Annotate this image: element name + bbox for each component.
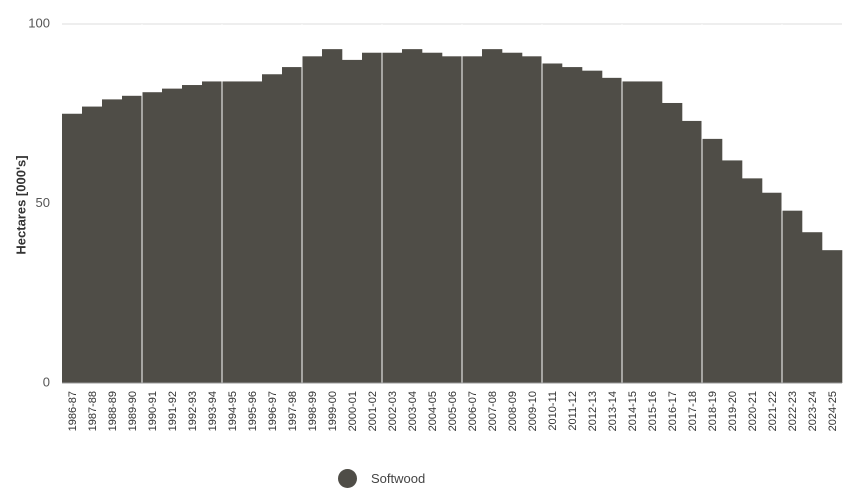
- x-tick-label: 2002-03: [387, 391, 399, 431]
- bar-2012-13[interactable]: [582, 70, 603, 384]
- bar-2022-23[interactable]: [782, 210, 803, 383]
- bar-2021-22[interactable]: [762, 192, 783, 383]
- bar-1986-87[interactable]: [62, 113, 83, 383]
- x-tick-label: 2001-02: [367, 391, 379, 431]
- bar-2023-24[interactable]: [802, 232, 823, 383]
- y-axis-ticks: 0 50 100: [28, 15, 50, 389]
- x-tick-label: 1989-90: [127, 391, 139, 431]
- bar-2010-11[interactable]: [542, 63, 563, 384]
- bar-1998-99[interactable]: [302, 56, 323, 384]
- x-tick-label: 2004-05: [427, 391, 439, 431]
- x-tick-label: 2016-17: [667, 391, 679, 431]
- x-tick-label: 2013-14: [607, 391, 619, 431]
- bar-2013-14[interactable]: [602, 77, 623, 383]
- bar-1993-94[interactable]: [202, 81, 223, 383]
- x-tick-label: 2023-24: [807, 391, 819, 431]
- bar-2015-16[interactable]: [642, 81, 663, 383]
- x-tick-label: 2021-22: [767, 391, 779, 431]
- x-tick-label: 1997-98: [287, 391, 299, 431]
- x-tick-label: 2009-10: [527, 391, 539, 431]
- bar-2019-20[interactable]: [722, 160, 743, 383]
- x-tick-label: 2010-11: [547, 391, 559, 431]
- bar-2020-21[interactable]: [742, 178, 763, 383]
- x-tick-label: 2014-15: [627, 391, 639, 431]
- x-tick-label: 2022-23: [787, 391, 799, 431]
- bar-2017-18[interactable]: [682, 120, 703, 384]
- x-tick-label: 1990-91: [147, 391, 159, 431]
- bar-2009-10[interactable]: [522, 56, 543, 384]
- bar-1999-00[interactable]: [322, 49, 343, 383]
- bar-1991-92[interactable]: [162, 88, 183, 384]
- x-tick-label: 1988-89: [107, 391, 119, 431]
- x-tick-label: 1991-92: [167, 391, 179, 431]
- bar-1997-98[interactable]: [282, 67, 303, 383]
- bar-2000-01[interactable]: [342, 59, 363, 384]
- x-tick-label: 2008-09: [507, 391, 519, 431]
- x-tick-label: 1994-95: [227, 391, 239, 431]
- bar-2014-15[interactable]: [622, 81, 643, 383]
- bar-2016-17[interactable]: [662, 102, 683, 383]
- bar-1996-97[interactable]: [262, 74, 283, 383]
- x-tick-label: 1996-97: [267, 391, 279, 431]
- bar-1987-88[interactable]: [82, 106, 103, 383]
- legend: Softwood: [338, 468, 425, 488]
- x-tick-label: 2017-18: [687, 391, 699, 431]
- x-tick-label: 1995-96: [247, 391, 259, 431]
- bar-2024-25[interactable]: [822, 250, 843, 383]
- x-tick-label: 2006-07: [467, 391, 479, 431]
- x-tick-label: 2012-13: [587, 391, 599, 431]
- x-axis-ticks: 1986-87 1987-88 1988-89 1989-90 1990-91 1991-…: [67, 391, 839, 431]
- x-tick-label: 2024-25: [827, 391, 839, 431]
- bar-1992-93[interactable]: [182, 85, 203, 383]
- bar-2008-09[interactable]: [502, 52, 523, 383]
- x-tick-label: 1992-93: [187, 391, 199, 431]
- bar-2005-06[interactable]: [442, 56, 463, 384]
- x-tick-label: 1987-88: [87, 391, 99, 431]
- x-tick-label: 1986-87: [67, 391, 79, 431]
- bar-1989-90[interactable]: [122, 95, 143, 384]
- bar-1988-89[interactable]: [102, 99, 123, 383]
- bar-1995-96[interactable]: [242, 81, 263, 383]
- y-axis-label: Hectares [000's]: [13, 155, 28, 254]
- y-tick-label: 0: [43, 374, 50, 389]
- x-tick-label: 1998-99: [307, 391, 319, 431]
- bars-group: [62, 24, 843, 384]
- x-tick-label: 2011-12: [567, 391, 579, 431]
- x-tick-label: 2007-08: [487, 391, 499, 431]
- bar-2011-12[interactable]: [562, 67, 583, 383]
- bar-2001-02[interactable]: [362, 52, 383, 383]
- bar-2004-05[interactable]: [422, 52, 443, 383]
- y-tick-label: 50: [36, 195, 50, 210]
- x-tick-label: 2020-21: [747, 391, 759, 431]
- x-tick-label: 2019-20: [727, 391, 739, 431]
- x-tick-label: 2005-06: [447, 391, 459, 431]
- bar-2002-03[interactable]: [382, 52, 403, 383]
- bar-2018-19[interactable]: [702, 138, 723, 383]
- bar-1994-95[interactable]: [222, 81, 243, 383]
- x-tick-label: 2015-16: [647, 391, 659, 431]
- legend-swatch-softwood[interactable]: [338, 468, 357, 488]
- bar-2006-07[interactable]: [462, 56, 483, 384]
- x-tick-label: 2018-19: [707, 391, 719, 431]
- x-tick-label: 1999-00: [327, 391, 339, 431]
- y-tick-label: 100: [28, 15, 50, 30]
- x-tick-label: 1993-94: [207, 391, 219, 431]
- bar-1990-91[interactable]: [142, 92, 163, 384]
- x-tick-label: 2003-04: [407, 391, 419, 431]
- bar-2003-04[interactable]: [402, 49, 423, 383]
- bar-2007-08[interactable]: [482, 49, 503, 383]
- x-tick-label: 2000-01: [347, 391, 359, 431]
- legend-label-softwood[interactable]: Softwood: [371, 470, 426, 486]
